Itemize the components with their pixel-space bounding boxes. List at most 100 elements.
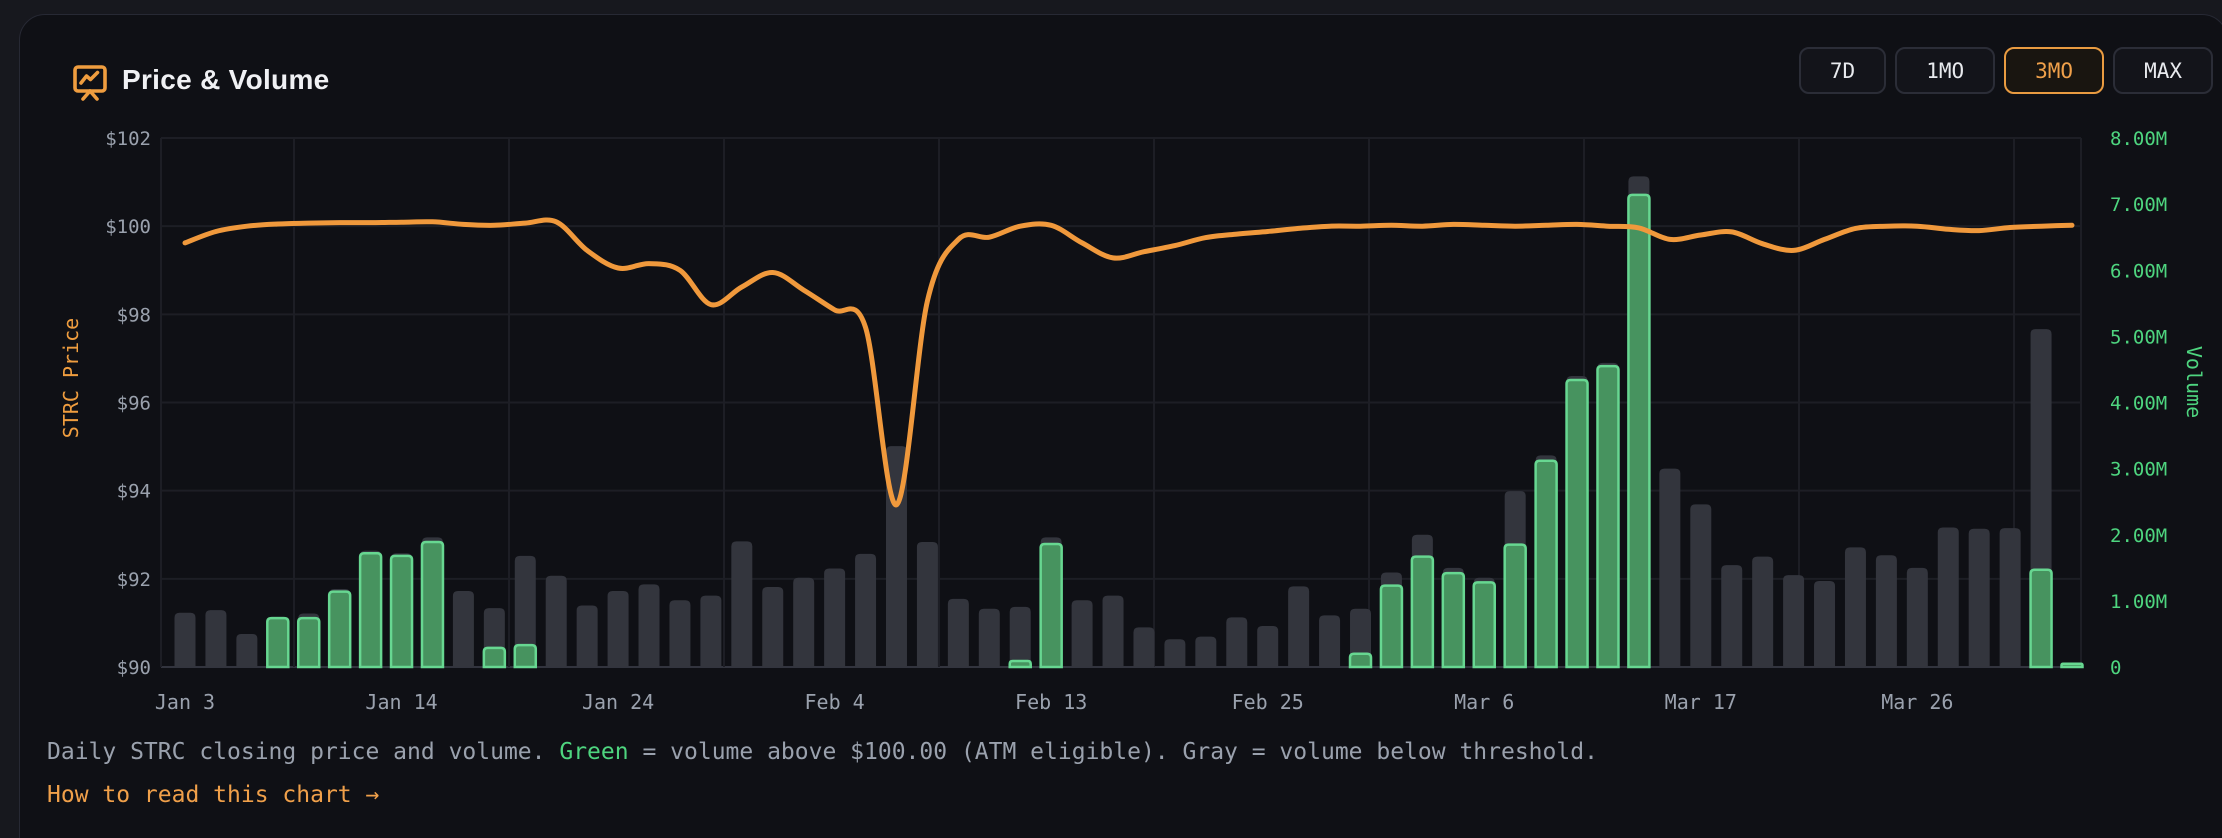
volume-bar-atm xyxy=(389,554,414,669)
volume-bar xyxy=(916,542,938,667)
chart-caption: Daily STRC closing price and volume. Gre… xyxy=(47,739,1598,765)
volume-bar xyxy=(174,612,196,667)
volume-bar xyxy=(947,598,969,667)
presentation-chart-icon xyxy=(68,59,112,103)
volume-tick-label: 2.00M xyxy=(2110,525,2167,547)
volume-bar-atm xyxy=(266,616,290,669)
time-range-1mo[interactable]: 1MO xyxy=(1895,47,1996,94)
volume-bar xyxy=(514,555,536,667)
price-tick-label: $90 xyxy=(117,657,151,679)
volume-bar-atm xyxy=(1441,571,1466,669)
price-tick-label: $94 xyxy=(117,481,151,503)
volume-bar-atm xyxy=(1039,542,1063,669)
volume-bar xyxy=(452,590,474,667)
volume-bar-atm xyxy=(296,616,321,669)
volume-tick-label: 5.00M xyxy=(2110,326,2167,348)
volume-bar-atm xyxy=(1627,193,1651,669)
volume-bar-atm xyxy=(327,590,352,669)
volume-bar xyxy=(731,541,753,667)
volume-bar-atm xyxy=(420,540,445,669)
time-range-7d[interactable]: 7D xyxy=(1798,47,1887,94)
volume-bar xyxy=(638,584,660,667)
volume-bar xyxy=(1844,547,1866,667)
volume-tick-label: 6.00M xyxy=(2110,260,2167,282)
volume-bar-atm xyxy=(1534,459,1558,669)
volume-bar xyxy=(762,586,784,667)
volume-bar xyxy=(236,633,258,667)
volume-bar-atm xyxy=(1503,543,1527,669)
date-tick-label: Feb 4 xyxy=(805,690,865,714)
volume-bar-atm xyxy=(482,646,507,669)
volume-bar xyxy=(1133,627,1155,667)
caption-green-word: Green xyxy=(559,739,629,765)
volume-bar-atm xyxy=(1596,364,1620,669)
volume-bar xyxy=(1875,555,1897,667)
volume-bar xyxy=(545,575,567,667)
page-title: Price & Volume xyxy=(122,64,330,95)
volume-bar xyxy=(1968,528,1990,667)
volume-bar-atm xyxy=(1379,584,1404,669)
volume-bar xyxy=(1319,615,1341,667)
price-tick-label: $92 xyxy=(117,569,151,591)
volume-bar xyxy=(1659,468,1681,667)
volume-bar xyxy=(1690,504,1712,667)
volume-bar xyxy=(1783,575,1805,667)
volume-bar xyxy=(1937,527,1959,667)
volume-bar-atm xyxy=(1472,581,1496,669)
volume-tick-label: 0 xyxy=(2110,657,2121,679)
volume-bar xyxy=(576,605,598,667)
date-tick-label: Mar 6 xyxy=(1454,690,1514,714)
price-tick-label: $96 xyxy=(117,393,151,415)
date-tick-label: Feb 25 xyxy=(1232,690,1304,714)
volume-tick-label: 4.00M xyxy=(2110,393,2167,415)
time-range-max[interactable]: MAX xyxy=(2113,47,2213,94)
volume-bar-atm xyxy=(1348,652,1373,669)
volume-bar xyxy=(1071,600,1093,667)
volume-bar xyxy=(978,608,1000,667)
volume-tick-label: 7.00M xyxy=(2110,194,2167,216)
volume-tick-label: 3.00M xyxy=(2110,459,2167,481)
date-tick-label: Jan 24 xyxy=(582,690,654,714)
volume-bar xyxy=(607,590,629,667)
volume-bar xyxy=(1257,626,1279,667)
date-tick-label: Jan 3 xyxy=(155,690,215,714)
volume-bar xyxy=(205,610,227,667)
volume-bar xyxy=(669,600,691,667)
price-line xyxy=(182,217,2075,508)
volume-bar-atm xyxy=(513,643,538,669)
volume-bar-atm xyxy=(1565,378,1589,669)
volume-axis-title: Volume xyxy=(2182,345,2206,419)
volume-bar xyxy=(793,577,815,667)
volume-bar xyxy=(700,595,722,667)
volume-bar-atm xyxy=(358,552,383,669)
price-tick-label: $102 xyxy=(105,128,151,150)
date-tick-label: Jan 14 xyxy=(365,690,437,714)
volume-tick-label: 8.00M xyxy=(2110,128,2167,150)
caption-text-2: = volume above $100.00 (ATM eligible). G… xyxy=(628,739,1598,765)
caption-text: Daily STRC closing price and volume. xyxy=(47,739,560,765)
volume-bar xyxy=(1164,639,1186,667)
volume-bar xyxy=(1752,556,1774,667)
time-range-3mo[interactable]: 3MO xyxy=(2004,47,2105,94)
volume-bar xyxy=(824,568,846,667)
volume-bar xyxy=(1226,617,1248,667)
volume-bar xyxy=(1288,586,1310,667)
volume-bar-atm xyxy=(2060,662,2084,669)
volume-bar xyxy=(1906,567,1928,667)
volume-bar xyxy=(1350,608,1372,667)
volume-bar xyxy=(1999,528,2021,667)
volume-bar xyxy=(1009,606,1031,667)
volume-bar-atm xyxy=(2029,568,2053,669)
date-tick-label: Feb 13 xyxy=(1015,690,1087,714)
volume-bar xyxy=(855,553,877,667)
price-volume-card: Price & Volume 7D 1MO 3MO MAX $102 $100 $98 $9… xyxy=(19,14,2222,838)
volume-bar-atm xyxy=(1410,555,1435,669)
price-tick-label: $100 xyxy=(105,216,151,238)
how-to-read-link[interactable]: How to read this chart → xyxy=(47,782,380,808)
price-tick-label: $98 xyxy=(117,304,151,326)
volume-bar xyxy=(1195,636,1217,667)
date-tick-label: Mar 26 xyxy=(1881,690,1953,714)
price-volume-chart: $102 $100 $98 $96 $94 $92 $90 8.00M 7.00M 6.00M 5.… xyxy=(105,128,2167,714)
volume-bar xyxy=(1721,565,1743,667)
